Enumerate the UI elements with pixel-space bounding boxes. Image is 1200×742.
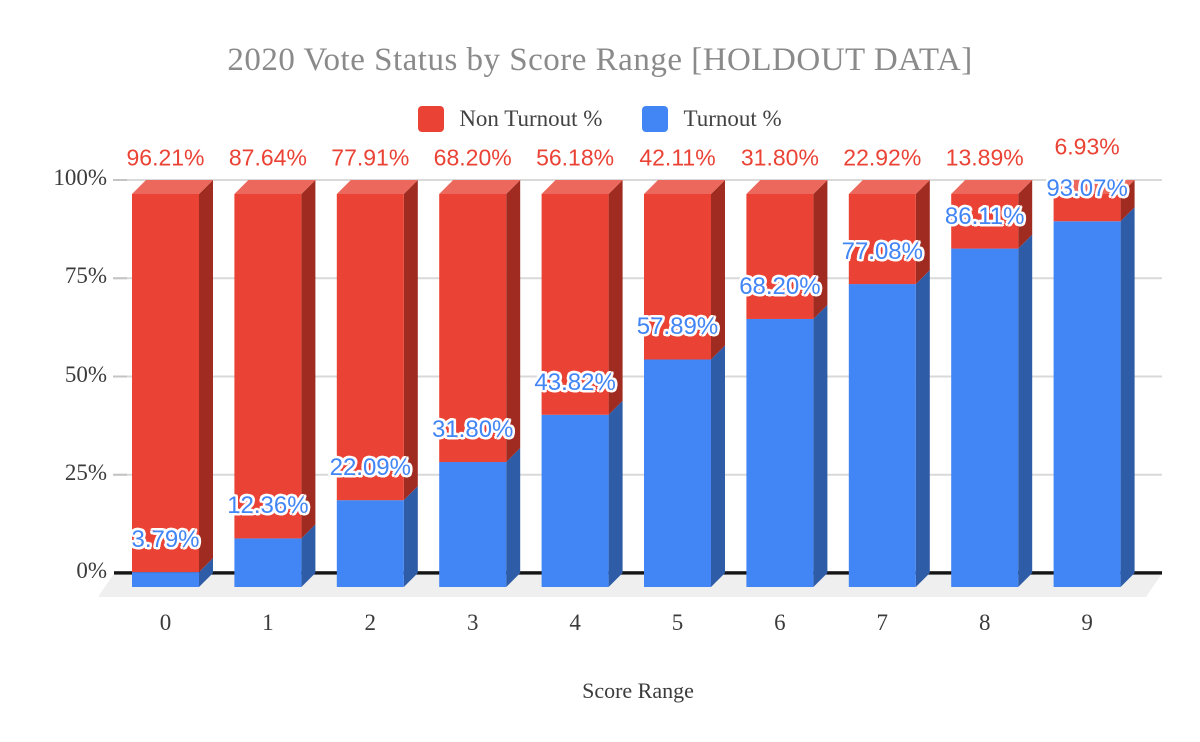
data-label-non-turnout-1: 87.64%	[228, 144, 307, 171]
bar-1-turnout-front[interactable]	[234, 538, 302, 587]
x-tick-label-0: 0	[159, 610, 172, 635]
bar-3-turnout-side[interactable]	[506, 448, 521, 587]
data-label-non-turnout-9: 6.93%	[1054, 133, 1120, 160]
bar-8-turnout-front[interactable]	[951, 248, 1019, 587]
data-label-turnout-7: 77.08%	[841, 238, 923, 266]
y-tick-label-0: 0%	[76, 558, 107, 583]
bar-8-non-turnout-top[interactable]	[951, 180, 1033, 194]
data-label-turnout-8: 86.11%	[944, 202, 1025, 230]
data-label-turnout-2: 22.09%	[329, 454, 411, 482]
x-tick-label-1: 1	[262, 610, 274, 635]
x-tick-label-2: 2	[364, 610, 377, 635]
legend-label-turnout: Turnout %	[683, 106, 782, 131]
bar-6-turnout-side[interactable]	[813, 304, 828, 587]
bar-7-turnout-front[interactable]	[848, 284, 916, 587]
y-tick-label-25: 25%	[64, 459, 107, 485]
data-label-non-turnout-3: 68.20%	[433, 144, 512, 171]
bar-5-turnout-side[interactable]	[711, 345, 725, 587]
bar-5-turnout-front[interactable]	[644, 359, 711, 587]
x-tick-label-7: 7	[876, 610, 889, 635]
bar-4-non-turnout-top[interactable]	[541, 180, 623, 194]
legend: Non Turnout % Turnout %	[0, 106, 1200, 132]
bar-0-non-turnout-side[interactable]	[199, 180, 213, 573]
data-label-non-turnout-8: 13.89%	[945, 144, 1024, 171]
legend-item-non-turnout[interactable]: Non Turnout %	[418, 106, 602, 132]
bar-9-turnout-front[interactable]	[1053, 221, 1121, 587]
bar-0-turnout-side[interactable]	[199, 558, 213, 587]
bar-6-non-turnout-front[interactable]	[746, 194, 814, 319]
x-axis-baseline	[114, 571, 1162, 575]
bar-4-turnout-front[interactable]	[541, 414, 609, 587]
bar-2-non-turnout-front[interactable]	[336, 194, 404, 501]
bar-9-turnout-side[interactable]	[1120, 207, 1135, 587]
x-tick-label-5: 5	[671, 610, 684, 635]
bar-1-non-turnout-side[interactable]	[301, 180, 316, 539]
x-tick-label-4: 4	[569, 610, 581, 635]
bar-3-non-turnout-top[interactable]	[439, 180, 521, 194]
data-label-turnout-0: 3.79%	[131, 526, 200, 554]
data-label-non-turnout-7: 22.92%	[843, 144, 922, 171]
legend-item-turnout[interactable]: Turnout %	[642, 106, 782, 132]
bar-8-non-turnout-side[interactable]	[1018, 180, 1033, 249]
data-label-turnout-5: 57.89%	[636, 313, 719, 341]
bar-3-turnout-front[interactable]	[439, 462, 507, 587]
x-tick-label-3: 3	[466, 610, 479, 635]
bar-1-turnout-side[interactable]	[301, 524, 316, 587]
y-tick-label-50: 50%	[64, 361, 107, 387]
data-label-turnout-6: 68.20%	[739, 272, 821, 300]
bar-9-non-turnout-front[interactable]	[1053, 194, 1121, 222]
data-label-turnout-4: 43.82%	[534, 368, 616, 396]
x-axis-title: Score Range	[582, 678, 694, 703]
legend-swatch-turnout-icon	[642, 106, 669, 132]
bar-4-non-turnout-side[interactable]	[608, 180, 623, 415]
bar-3-non-turnout-front[interactable]	[439, 194, 507, 463]
data-label-non-turnout-6: 31.80%	[740, 144, 819, 171]
bar-5-non-turnout-top[interactable]	[644, 180, 725, 194]
chart-title: 2020 Vote Status by Score Range [HOLDOUT…	[227, 42, 973, 78]
bar-6-non-turnout-side[interactable]	[813, 180, 828, 319]
bar-8-non-turnout-front[interactable]	[951, 194, 1019, 249]
y-tick-label-75: 75%	[64, 263, 107, 289]
bar-3-non-turnout-side[interactable]	[506, 180, 521, 463]
bar-7-non-turnout-side[interactable]	[915, 180, 930, 285]
bar-7-non-turnout-front[interactable]	[848, 194, 916, 285]
bar-8-turnout-side[interactable]	[1018, 234, 1033, 587]
bar-7-non-turnout-top[interactable]	[848, 180, 930, 194]
data-label-non-turnout-5: 42.11%	[639, 144, 716, 171]
data-label-non-turnout-0: 96.21%	[126, 144, 205, 171]
bar-9-non-turnout-top[interactable]	[1053, 180, 1135, 194]
legend-label-non-turnout: Non Turnout %	[459, 106, 603, 131]
bar-0-non-turnout-front[interactable]	[132, 194, 199, 573]
bar-5-non-turnout-side[interactable]	[711, 180, 725, 360]
legend-swatch-non-turnout-icon	[418, 106, 445, 132]
bar-6-turnout-front[interactable]	[746, 318, 814, 587]
data-label-turnout-1: 12.36%	[227, 492, 309, 520]
bar-2-non-turnout-side[interactable]	[403, 180, 418, 501]
bar-0-turnout-front[interactable]	[132, 572, 199, 587]
bar-5-non-turnout-front[interactable]	[644, 194, 711, 360]
x-tick-label-9: 9	[1081, 610, 1093, 635]
x-tick-label-6: 6	[774, 610, 786, 635]
bar-1-non-turnout-top[interactable]	[234, 180, 316, 194]
bar-7-turnout-side[interactable]	[915, 270, 930, 587]
y-tick-label-100: 100%	[53, 165, 107, 190]
data-label-turnout-9: 93.07%	[1046, 175, 1128, 203]
bar-2-non-turnout-top[interactable]	[336, 180, 418, 194]
data-label-non-turnout-2: 77.91%	[331, 144, 410, 171]
data-label-non-turnout-4: 56.18%	[536, 144, 615, 171]
bar-2-turnout-side[interactable]	[403, 486, 418, 587]
data-label-turnout-3: 31.80%	[431, 416, 514, 444]
bar-6-non-turnout-top[interactable]	[746, 180, 828, 194]
bar-1-non-turnout-front[interactable]	[234, 194, 302, 539]
x-tick-label-8: 8	[978, 610, 991, 635]
bar-9-non-turnout-side[interactable]	[1120, 180, 1135, 222]
bar-0-non-turnout-top[interactable]	[132, 180, 213, 194]
bar-4-turnout-side[interactable]	[608, 400, 623, 587]
bar-4-non-turnout-front[interactable]	[541, 194, 609, 415]
bar-2-turnout-front[interactable]	[336, 500, 404, 587]
